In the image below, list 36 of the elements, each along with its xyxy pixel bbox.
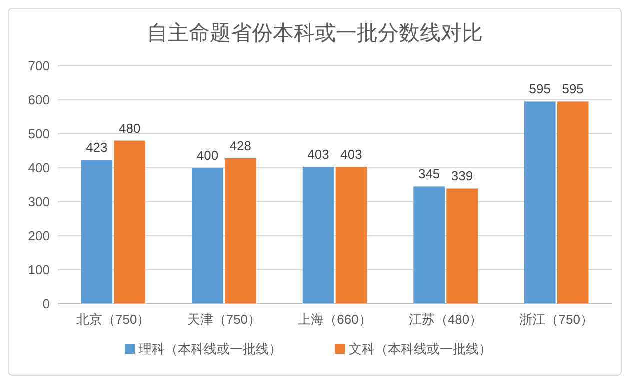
bar <box>302 166 334 304</box>
x-tick-label: 浙江（750） <box>520 312 594 327</box>
bar <box>446 188 478 304</box>
y-tick-label: 200 <box>28 228 50 244</box>
bar <box>524 102 556 304</box>
legend-label: 文科（本科线或一批线） <box>349 342 492 357</box>
x-tick-label: 天津（750） <box>187 312 262 327</box>
data-label: 345 <box>418 166 440 182</box>
y-tick-label: 400 <box>28 160 50 176</box>
legend-label: 理科（本科线或一批线） <box>139 342 282 357</box>
data-label: 423 <box>86 140 108 156</box>
data-label: 339 <box>451 168 474 184</box>
y-tick-label: 500 <box>28 126 50 142</box>
bar <box>557 102 589 304</box>
data-label: 403 <box>340 146 362 162</box>
data-label: 403 <box>308 146 330 162</box>
x-tick-label: 江苏（480） <box>408 312 483 327</box>
y-tick-label: 100 <box>28 262 50 278</box>
x-tick-label: 上海（660） <box>298 312 372 327</box>
y-tick-label: 300 <box>28 194 50 210</box>
y-tick-label: 600 <box>28 92 50 108</box>
data-label: 480 <box>119 120 141 136</box>
chart-title: 自主命题省份本科或一批分数线对比 <box>147 22 483 45</box>
bar <box>81 160 113 304</box>
y-tick-label: 700 <box>28 58 50 74</box>
data-label: 595 <box>562 82 584 97</box>
data-label: 428 <box>230 138 252 154</box>
y-tick-label: 0 <box>42 296 50 312</box>
bar <box>192 168 224 304</box>
data-label: 400 <box>196 148 219 163</box>
bar <box>336 166 368 304</box>
x-tick-label: 北京（750） <box>76 312 150 327</box>
bar <box>114 140 146 304</box>
bar <box>225 158 256 304</box>
data-label: 595 <box>529 82 551 97</box>
bar <box>414 186 445 304</box>
